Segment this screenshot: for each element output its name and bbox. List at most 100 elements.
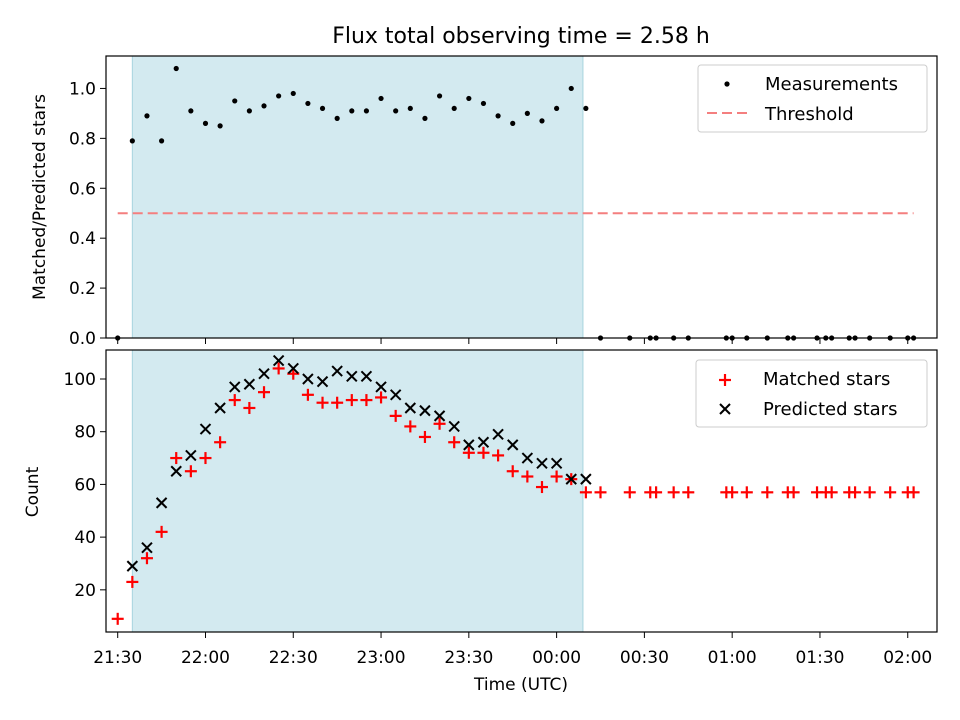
predicted-star-point <box>331 365 343 377</box>
predicted-star-point <box>360 370 373 383</box>
predicted-star-point <box>155 497 168 509</box>
predicted-star-point <box>404 402 417 414</box>
legend-predicted-label: Predicted stars <box>763 399 897 420</box>
bottom-y-tick-label: 20 <box>74 581 96 601</box>
legend-threshold-label: Threshold <box>764 104 854 125</box>
matched-star-point <box>550 470 563 483</box>
bottom-legend: Matched stars Predicted stars <box>695 359 928 428</box>
top-x-axis-ticks <box>117 338 909 344</box>
matched-star-points <box>111 362 920 625</box>
matched-star-point <box>726 486 739 499</box>
top-panel: 0.0 0.2 0.4 0.6 0.8 1.0 Matched/Predicted sta… <box>30 55 938 349</box>
top-y-tick-label: 0.0 <box>69 329 96 349</box>
bottom-highlight-span <box>131 349 584 633</box>
measurement-point <box>422 115 428 121</box>
bottom-y-tick-label: 100 <box>64 370 96 390</box>
top-plot-frame <box>105 55 938 339</box>
matched-star-point <box>579 486 592 499</box>
predicted-star-point <box>463 439 475 451</box>
matched-star-point <box>272 362 285 375</box>
x-axis-label: Time (UTC) <box>473 675 568 695</box>
bottom-x-tick-label: 02:00 <box>883 648 932 668</box>
measurement-point <box>129 138 135 144</box>
top-y-axis-ticks: 0.0 0.2 0.4 0.6 0.8 1.0 <box>69 79 106 349</box>
measurement-point <box>510 120 516 126</box>
bottom-x-axis-ticks: 21:30 22:00 22:30 23:00 23:30 00:00 00:30 01:00… <box>93 632 932 668</box>
predicted-star-point <box>346 370 358 383</box>
measurement-point <box>539 118 545 124</box>
measurement-point <box>393 108 399 114</box>
bottom-x-tick-label: 00:30 <box>620 648 669 668</box>
bottom-y-tick-label: 60 <box>74 475 96 495</box>
matched-star-point <box>521 470 534 483</box>
predicted-star-point <box>375 381 387 393</box>
matched-star-point <box>448 436 461 449</box>
bottom-panel: 20 40 60 80 100 21:30 22:00 22:30 23:00 23:30 00:… <box>23 349 938 695</box>
matched-star-point <box>492 449 505 462</box>
measurement-point <box>349 108 355 114</box>
measurement-point <box>436 93 443 99</box>
matched-star-point <box>404 420 417 433</box>
measurement-point <box>568 85 574 92</box>
bottom-x-tick-label: 01:00 <box>708 648 757 668</box>
matched-star-point <box>214 436 227 449</box>
matched-star-point <box>184 465 197 478</box>
matched-star-point <box>345 394 358 407</box>
bottom-y-axis-ticks: 20 40 60 80 100 <box>64 370 106 601</box>
measurement-point <box>583 105 589 112</box>
measurement-point <box>451 105 457 112</box>
measurement-point <box>144 113 150 119</box>
measurement-point <box>378 95 384 102</box>
measurement-point <box>188 108 194 114</box>
matched-star-point <box>667 486 680 499</box>
matched-star-point <box>375 391 388 404</box>
bottom-x-tick-label: 23:00 <box>357 648 406 668</box>
bottom-x-tick-label: 23:30 <box>444 648 493 668</box>
matched-star-point <box>682 486 695 499</box>
bottom-x-tick-label: 00:00 <box>532 648 581 668</box>
predicted-star-point <box>507 439 519 451</box>
matched-star-point <box>477 446 490 459</box>
matched-star-point <box>740 486 753 499</box>
predicted-star-point <box>126 560 139 572</box>
predicted-star-point <box>199 423 212 435</box>
legend-measurements-label: Measurements <box>765 74 898 95</box>
legend-matched-label: Matched stars <box>763 369 890 390</box>
predicted-star-point <box>170 465 182 477</box>
measurement-point <box>246 108 252 114</box>
measurement-point <box>276 93 282 99</box>
predicted-star-point <box>550 457 563 470</box>
matched-star-point <box>126 575 139 588</box>
bottom-plot-frame <box>105 349 938 633</box>
matched-star-point <box>258 386 271 399</box>
matched-star-point <box>650 486 663 499</box>
predicted-star-point <box>229 381 241 393</box>
matched-star-point <box>594 486 607 499</box>
top-y-tick-label: 0.6 <box>69 179 96 199</box>
predicted-star-point <box>492 428 504 441</box>
measurement-point <box>407 105 413 112</box>
measurement-point <box>480 100 487 107</box>
matched-star-point <box>360 394 373 407</box>
predicted-star-point <box>521 452 534 464</box>
measurement-point <box>158 138 165 144</box>
measurement-point <box>217 123 223 129</box>
predicted-star-point <box>272 354 285 367</box>
measurement-point <box>466 95 472 102</box>
matched-star-point <box>907 486 920 499</box>
predicted-star-point <box>477 436 490 448</box>
matched-star-point <box>199 452 212 465</box>
bottom-x-tick-label: 22:30 <box>269 648 318 668</box>
matched-star-point <box>389 409 402 422</box>
predicted-star-point <box>536 457 548 470</box>
legend-predicted-marker <box>719 403 731 415</box>
predicted-star-point <box>302 373 314 385</box>
matched-star-point <box>535 481 548 494</box>
matched-star-point <box>140 552 153 565</box>
predicted-star-point <box>389 389 402 401</box>
top-highlight-span <box>131 55 584 339</box>
bottom-x-tick-label: 22:00 <box>181 648 230 668</box>
matched-star-point <box>787 486 800 499</box>
measurement-point <box>495 113 501 119</box>
